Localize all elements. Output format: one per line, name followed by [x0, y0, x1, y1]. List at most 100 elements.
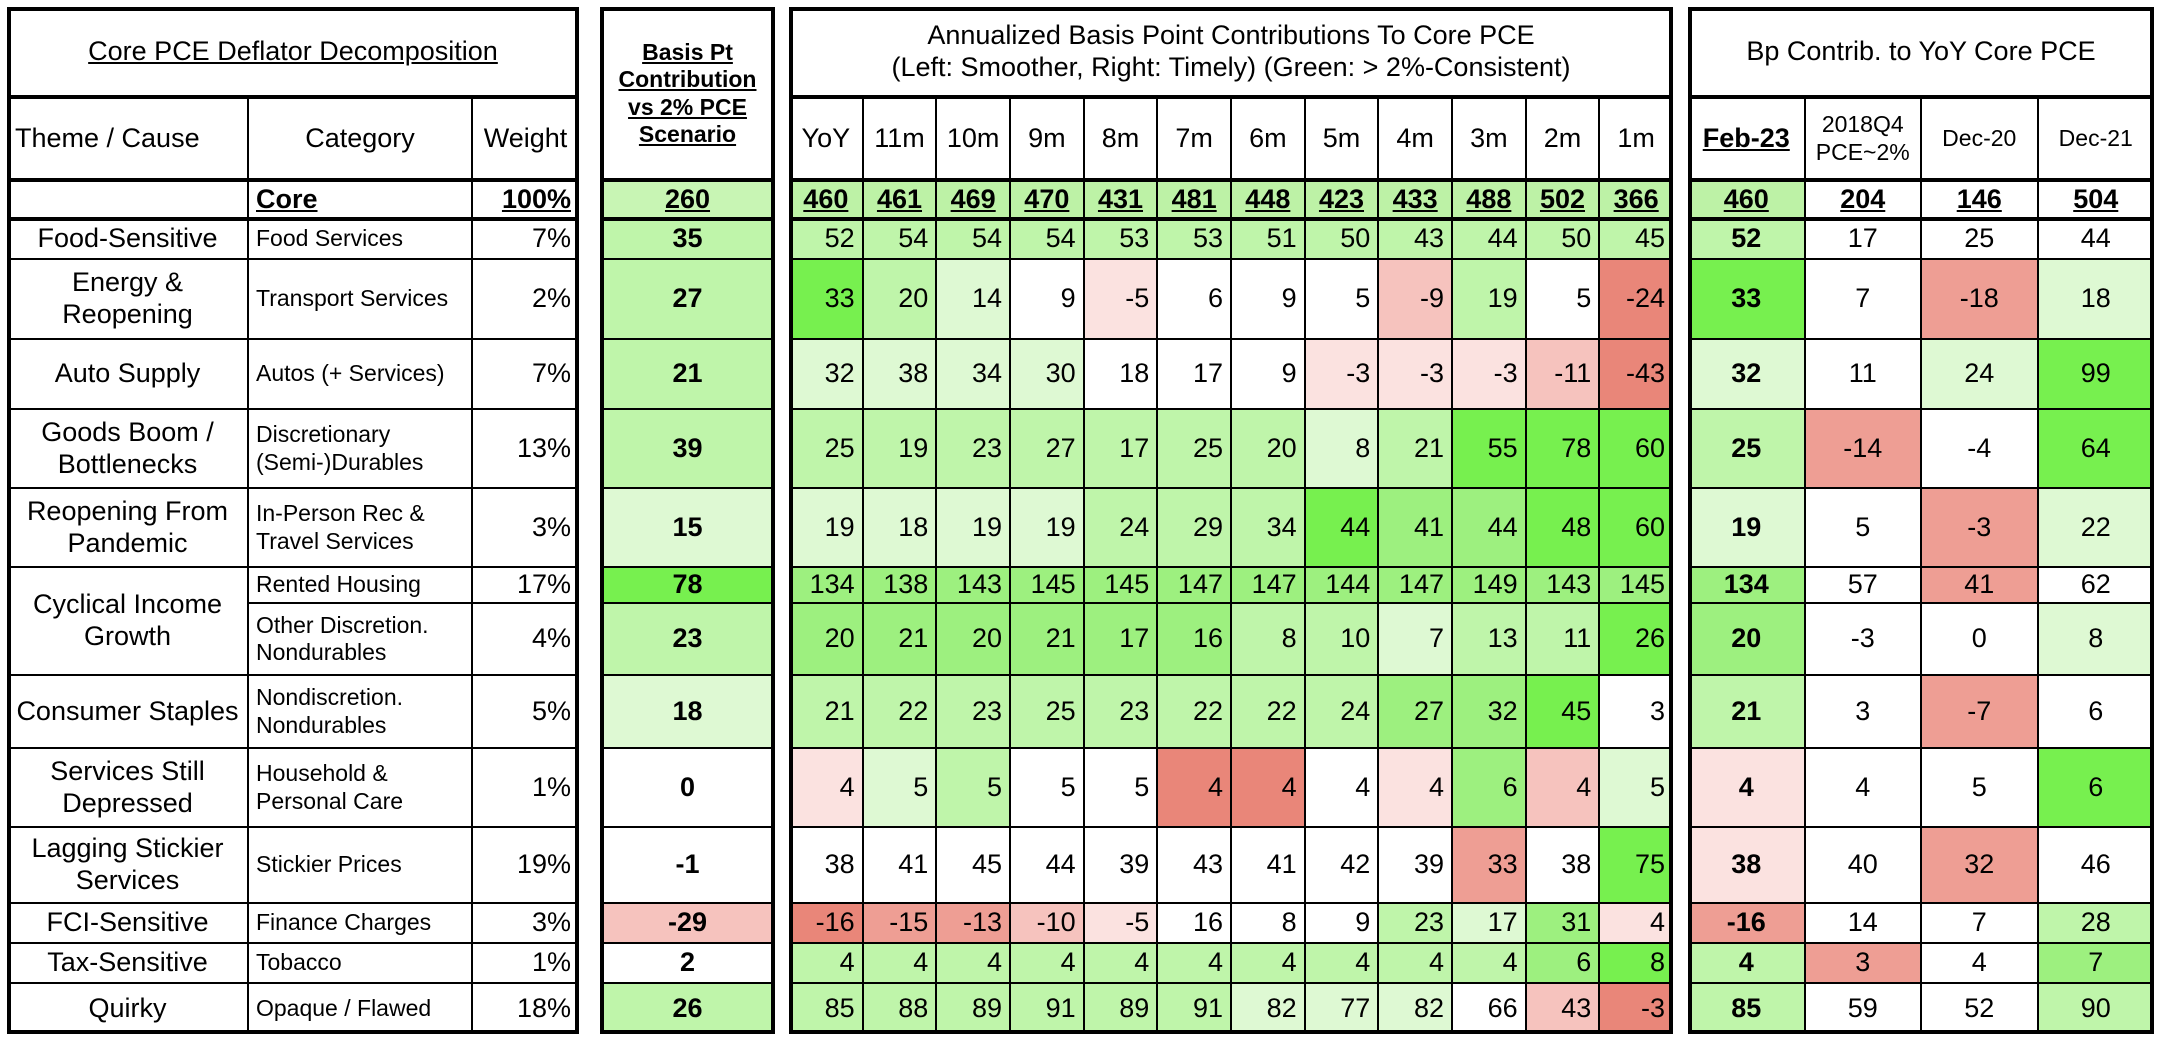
yoy-value: 25	[1921, 219, 2038, 259]
text-line: 5	[1576, 283, 1592, 314]
text: 9	[1282, 283, 1297, 315]
yoy-value: 33	[1688, 259, 1805, 339]
text: 448	[1245, 184, 1290, 216]
yoy-value: 52	[1921, 983, 2038, 1034]
text: 24	[1119, 512, 1149, 544]
text: 17	[1193, 358, 1223, 390]
text-line: 6	[1207, 283, 1223, 314]
yoy-value: -3	[1804, 603, 1921, 675]
yoy-value: 24	[1921, 339, 2038, 409]
theme: Quirky	[7, 983, 248, 1034]
annualized-value: 54	[936, 219, 1010, 259]
text-line: Travel Services	[256, 527, 414, 554]
text-line: 2018Q4	[1821, 111, 1904, 138]
text: 50	[1340, 223, 1370, 255]
annualized-value: 138	[862, 567, 937, 603]
yoy-value: -16	[1688, 903, 1805, 943]
annualized-value: 469	[936, 180, 1010, 219]
text-line: -5	[1125, 907, 1150, 938]
text-line: -5	[1125, 283, 1150, 314]
text: 29	[1193, 512, 1223, 544]
yoy-value: 146	[1921, 180, 2038, 219]
text-line: 42	[1340, 849, 1371, 880]
text: 3%	[532, 907, 571, 939]
text-line: 18%	[516, 992, 571, 1023]
yoy-value: 25	[1688, 409, 1805, 488]
text-line: 54	[971, 223, 1002, 254]
theme	[7, 180, 248, 219]
decomposition-title: Core PCE Deflator Decomposition	[7, 7, 579, 97]
text: Dec-20	[1942, 125, 2016, 152]
text: 10m	[947, 123, 1000, 155]
text: 145	[1620, 569, 1665, 601]
text: -43	[1626, 358, 1665, 390]
text-line: 5	[1971, 771, 1987, 802]
text: 78	[672, 569, 702, 601]
text: 19	[1046, 512, 1076, 544]
yoy-value: 6	[2037, 675, 2154, 748]
text-line: 75	[1634, 849, 1665, 880]
yoy-value: 28	[2037, 903, 2154, 943]
category: Nondiscretion. Nondurables	[248, 675, 472, 748]
text: 23	[972, 696, 1002, 728]
text-line: 38	[1731, 849, 1762, 880]
text-line: 35	[672, 223, 703, 254]
text-line: 22	[898, 695, 929, 726]
text: 25	[1964, 223, 1994, 255]
text-line: Household &	[256, 760, 388, 787]
annualized-value: 91	[1010, 983, 1084, 1034]
text-line: 44	[1487, 223, 1518, 254]
text: 3	[1855, 947, 1870, 979]
text-line: 38	[898, 358, 929, 389]
text: 469	[951, 184, 996, 216]
text-line: -3	[1640, 992, 1665, 1023]
annualized-value: 4	[1304, 943, 1379, 983]
text-line: 89	[971, 992, 1002, 1023]
text-line: 43	[1561, 992, 1592, 1023]
text: 77	[1340, 993, 1370, 1025]
text: 33	[1731, 283, 1761, 315]
text-line: 45	[971, 849, 1002, 880]
annualized-value: 18	[1083, 339, 1158, 409]
text: 38	[1731, 849, 1761, 881]
text-line: 89	[1119, 992, 1150, 1023]
text-line: 16	[1192, 623, 1223, 654]
text-line: PCE~2%	[1815, 138, 1910, 165]
weight: 17%	[472, 567, 579, 603]
annualized-value: 7	[1378, 603, 1452, 675]
text-line: 4	[1428, 771, 1444, 802]
text-line: 9	[1281, 358, 1297, 389]
text: 25	[825, 433, 855, 465]
text: 11m	[874, 123, 925, 155]
annualized-value: 17	[1083, 409, 1158, 488]
yoy-value: -7	[1921, 675, 2038, 748]
text: 31	[1561, 907, 1591, 939]
annualized-value: 4	[1157, 748, 1231, 827]
yoy-value: 11	[1804, 339, 1921, 409]
text: 4	[1208, 947, 1223, 979]
text-line: 57	[1847, 569, 1878, 600]
text-line: 6	[1576, 947, 1592, 978]
text: Core PCE Deflator Decomposition	[88, 36, 498, 68]
text: 4	[987, 947, 1002, 979]
text: 3	[1650, 696, 1665, 728]
weight: 7%	[472, 339, 579, 409]
text-line: Cyclical Income	[32, 589, 223, 620]
annualized-value: 53	[1083, 219, 1158, 259]
annualized-value: 51	[1231, 219, 1305, 259]
text: 55	[1488, 433, 1518, 465]
text-line: 20	[1266, 432, 1297, 463]
text-line: 460	[803, 183, 849, 214]
text: -15	[889, 907, 928, 939]
text: 19	[898, 433, 928, 465]
annualized-value: 82	[1231, 983, 1305, 1034]
text-line: 50	[1561, 223, 1592, 254]
text: 54	[1046, 223, 1076, 255]
weight: 1%	[472, 748, 579, 827]
annualized-value: -3	[1304, 339, 1379, 409]
theme: FCI-Sensitive	[7, 903, 248, 943]
text-line: 5	[1355, 283, 1371, 314]
category: Autos (+ Services)	[248, 339, 472, 409]
text-line: 6	[2088, 695, 2104, 726]
text: 2018Q4 PCE~2%	[1816, 111, 1910, 165]
